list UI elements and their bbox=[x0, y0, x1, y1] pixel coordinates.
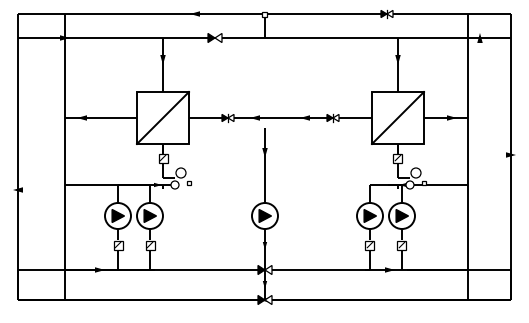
Bar bbox=[262, 12, 268, 16]
Circle shape bbox=[389, 203, 415, 229]
Circle shape bbox=[171, 181, 179, 189]
Polygon shape bbox=[154, 183, 162, 187]
Polygon shape bbox=[144, 210, 157, 223]
Polygon shape bbox=[477, 33, 483, 43]
Polygon shape bbox=[395, 55, 401, 65]
Bar bbox=[394, 153, 403, 162]
Bar bbox=[187, 181, 191, 185]
Circle shape bbox=[411, 168, 421, 178]
Polygon shape bbox=[262, 148, 268, 158]
Polygon shape bbox=[258, 296, 265, 305]
Polygon shape bbox=[387, 10, 393, 17]
Bar bbox=[137, 92, 189, 144]
Polygon shape bbox=[160, 55, 166, 65]
Polygon shape bbox=[300, 115, 310, 121]
Polygon shape bbox=[222, 114, 228, 121]
Polygon shape bbox=[190, 11, 200, 17]
Polygon shape bbox=[263, 242, 267, 250]
Polygon shape bbox=[385, 267, 395, 273]
Polygon shape bbox=[95, 267, 105, 273]
Circle shape bbox=[357, 203, 383, 229]
Circle shape bbox=[176, 168, 186, 178]
Bar bbox=[145, 241, 154, 249]
Polygon shape bbox=[396, 210, 408, 223]
Polygon shape bbox=[215, 34, 222, 43]
Polygon shape bbox=[260, 297, 270, 303]
Polygon shape bbox=[265, 266, 272, 275]
Bar bbox=[159, 153, 168, 162]
Polygon shape bbox=[228, 114, 234, 121]
Polygon shape bbox=[364, 210, 377, 223]
Polygon shape bbox=[381, 10, 387, 17]
Bar bbox=[114, 241, 123, 249]
Polygon shape bbox=[327, 114, 333, 121]
Polygon shape bbox=[447, 115, 457, 121]
Bar bbox=[397, 241, 406, 249]
Polygon shape bbox=[259, 210, 271, 223]
Polygon shape bbox=[263, 281, 267, 289]
Polygon shape bbox=[265, 296, 272, 305]
Polygon shape bbox=[77, 115, 87, 121]
Bar bbox=[422, 181, 426, 185]
Polygon shape bbox=[506, 152, 516, 158]
Polygon shape bbox=[112, 210, 124, 223]
Circle shape bbox=[252, 203, 278, 229]
Bar bbox=[372, 92, 424, 144]
Polygon shape bbox=[258, 266, 265, 275]
Bar bbox=[366, 241, 375, 249]
Polygon shape bbox=[333, 114, 339, 121]
Circle shape bbox=[105, 203, 131, 229]
Polygon shape bbox=[13, 187, 23, 193]
Circle shape bbox=[406, 181, 414, 189]
Polygon shape bbox=[208, 34, 215, 43]
Circle shape bbox=[137, 203, 163, 229]
Polygon shape bbox=[60, 35, 70, 41]
Polygon shape bbox=[250, 115, 260, 121]
Polygon shape bbox=[399, 183, 407, 187]
